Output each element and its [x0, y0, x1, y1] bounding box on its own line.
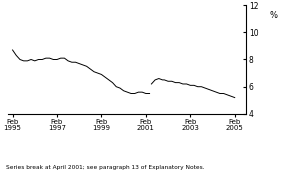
Text: Series break at April 2001; see paragraph 13 of Explanatory Notes.: Series break at April 2001; see paragrap…: [6, 165, 204, 170]
Text: %: %: [269, 11, 277, 20]
